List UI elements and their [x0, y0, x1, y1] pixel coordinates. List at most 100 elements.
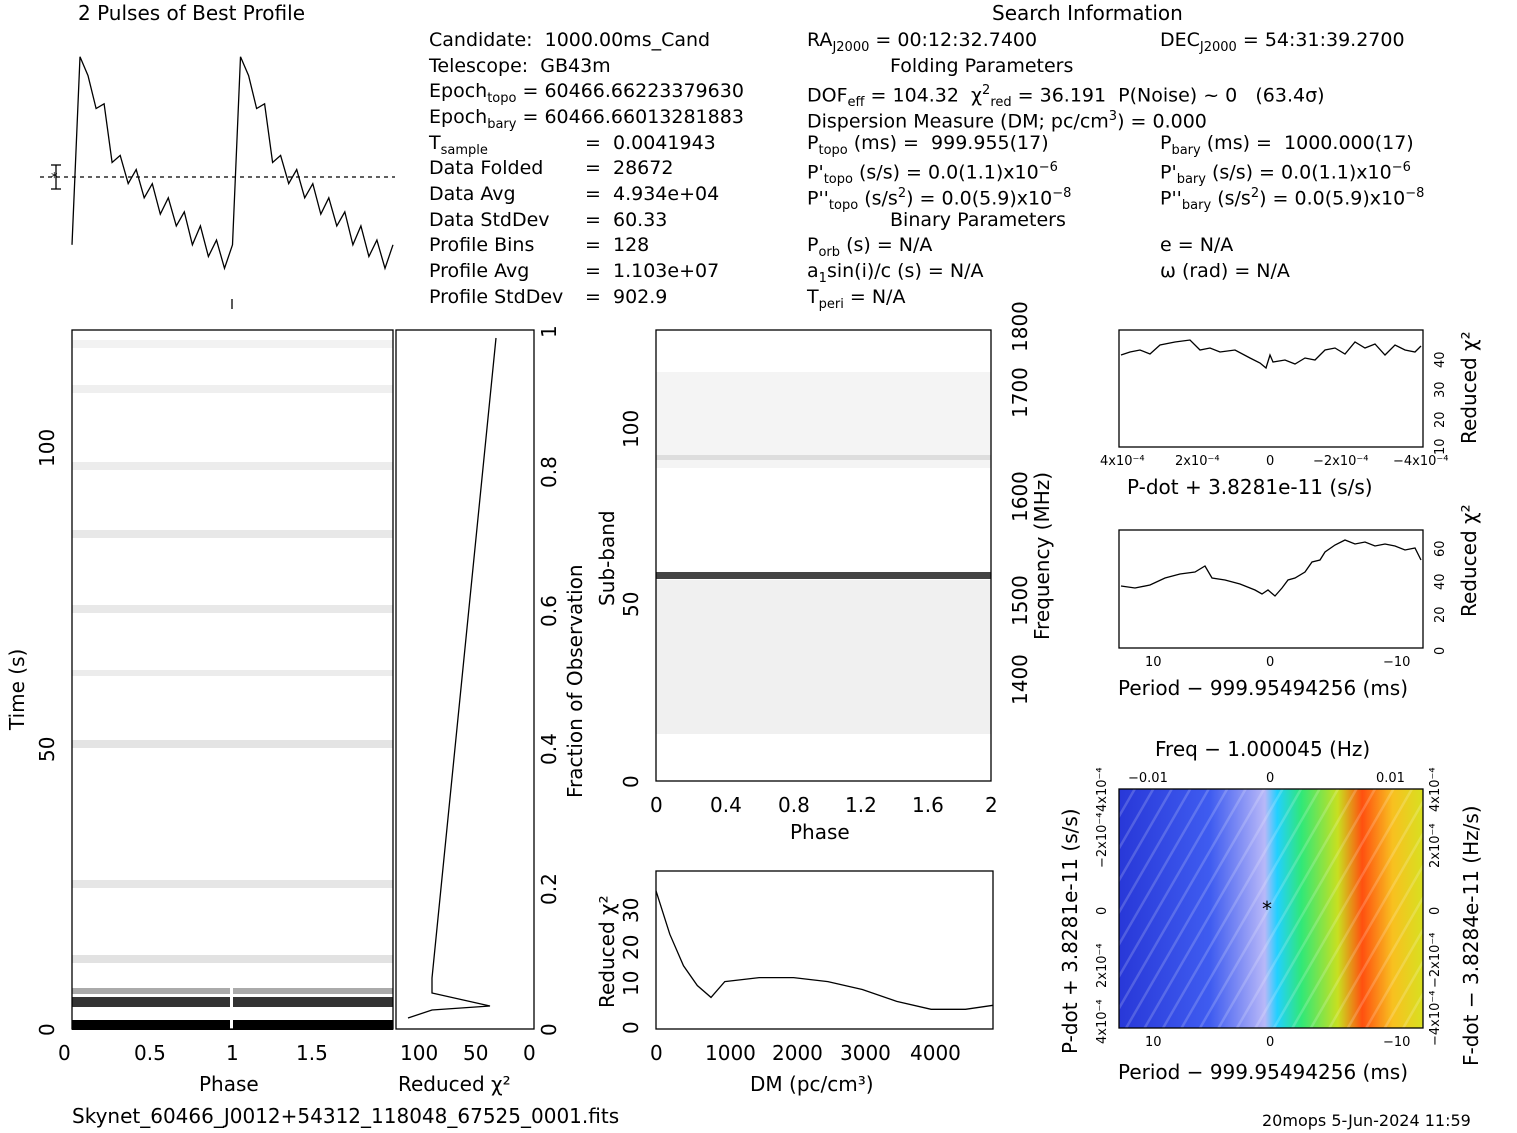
- cf-ytick-02: 0.2: [537, 873, 561, 905]
- tp-ytick-0: 0: [35, 1023, 59, 1036]
- dm-ytick-0: 0: [619, 1021, 643, 1034]
- sb-y2tick-1400: 1400: [1008, 654, 1032, 705]
- pdot-xtick-4: −4x10⁻⁴: [1393, 454, 1448, 469]
- ppdot-title: Freq − 1.000045 (Hz): [1155, 737, 1370, 761]
- profile-title: 2 Pulses of Best Profile: [78, 1, 305, 25]
- dm-ytick-10: 10: [619, 971, 643, 996]
- pdot-xtick-3: −2x10⁻⁴: [1313, 454, 1368, 469]
- pdot-xlabel: P-dot + 3.8281e-11 (s/s): [1127, 475, 1373, 499]
- ppdot-toptick-2: 0.01: [1376, 771, 1405, 786]
- info-tperi: Tperi = N/A: [807, 286, 906, 312]
- ppdot-xtick-m10: −10: [1383, 1035, 1410, 1050]
- info-ptopo: Ptopo (ms) = 999.955(17): [807, 132, 1049, 158]
- sb-xtick-0: 0: [650, 793, 663, 817]
- ppdot-y2tick-3: 2x10⁻⁴: [1428, 823, 1443, 868]
- subband-line-mid: [656, 572, 991, 579]
- info-dec: DECJ2000 = 54:31:39.2700: [1160, 29, 1405, 55]
- ppdot-best-marker: *: [1262, 897, 1272, 921]
- period-plot: 10 0 −10 Period − 999.95494256 (ms) 0 20…: [1118, 504, 1481, 700]
- sb-y2tick-1800: 1800: [1008, 301, 1032, 352]
- info-tsample-val: = 0.0041943: [585, 132, 716, 154]
- period-ylabel: Reduced χ²: [1457, 504, 1481, 617]
- info-data-folded: Data Folded: [429, 157, 544, 179]
- cf-ytick-0: 0: [537, 1023, 561, 1036]
- tp-ytick-100: 100: [35, 429, 59, 467]
- dm-ytick-30: 30: [619, 898, 643, 923]
- info-pbary: Pbary (ms) = 1000.000(17): [1160, 132, 1414, 158]
- sb-xlabel: Phase: [790, 820, 850, 844]
- info-folding-title: Folding Parameters: [890, 55, 1074, 77]
- subband-line-upper: [656, 455, 991, 460]
- subband-heatmap: [656, 372, 991, 734]
- info-profile-avg-val: = 1.103e+07: [585, 260, 720, 282]
- sb-ylabel: Sub-band: [595, 510, 619, 606]
- ppdot-xtick-10: 10: [1145, 1035, 1162, 1050]
- info-data-stddev: Data StdDev: [429, 209, 550, 231]
- pdot-ytick-10: 10: [1433, 438, 1448, 455]
- profile-errorbar-star: *: [51, 171, 58, 186]
- chi2-fraction-frame: [395, 329, 535, 1030]
- tp-xlabel: Phase: [199, 1072, 259, 1096]
- pdot-ytick-30: 30: [1433, 381, 1448, 398]
- dm-ytick-20: 20: [619, 935, 643, 960]
- info-dm: Dispersion Measure (DM; pc/cm3) = 0.000: [807, 109, 1207, 133]
- time-phase-row-5: [72, 740, 393, 748]
- info-pdot-bary: P'bary (s/s) = 0.0(1.1)x10−6: [1160, 160, 1411, 188]
- subband-block-lower: [656, 580, 991, 734]
- cf-ytick-06: 0.6: [537, 595, 561, 627]
- cf-ytick-08: 0.8: [537, 456, 561, 488]
- tp-xtick-2: 1: [226, 1041, 239, 1065]
- time-phase-row-3: [72, 955, 393, 963]
- sb-y2tick-1600: 1600: [1008, 471, 1032, 522]
- period-xtick-0: 0: [1266, 655, 1274, 670]
- cf-ytick-04: 0.4: [537, 733, 561, 765]
- pdot-plot: 4x10⁻⁴ 2x10⁻⁴ 0 −2x10⁻⁴ −4x10⁻⁴ P-dot + …: [1100, 329, 1481, 499]
- pdot-line: [1120, 339, 1422, 370]
- sb-ytick-0: 0: [619, 775, 643, 788]
- time-phase-plot: 0 0.5 1 1.5 Phase 0 50 100 Time (s): [5, 329, 394, 1096]
- ppdot-y2tick-4: 4x10⁻⁴: [1428, 767, 1443, 812]
- tp-xtick-0: 0: [58, 1041, 71, 1065]
- filename: Skynet_60466_J0012+54312_118048_67525_00…: [72, 1104, 620, 1128]
- sb-xtick-12: 1.2: [845, 793, 877, 817]
- sb-y2label: Frequency (MHz): [1030, 472, 1054, 640]
- ppdot-toptick-1: 0: [1266, 771, 1274, 786]
- sb-xtick-04: 0.4: [710, 793, 742, 817]
- subband-phase-plot: 0 0.4 0.8 1.2 1.6 2 Phase 0 50 100 Sub-b…: [595, 301, 1054, 844]
- time-phase-row-9: [72, 462, 393, 470]
- time-phase-row-7: [72, 605, 393, 613]
- sb-ytick-50: 50: [619, 592, 643, 617]
- sb-y2tick-1500: 1500: [1008, 575, 1032, 626]
- time-phase-row-11: [72, 340, 393, 348]
- period-frame: [1118, 529, 1424, 649]
- footer-stamp: 20mops 5-Jun-2024 11:59: [1262, 1111, 1471, 1130]
- period-ytick-60: 60: [1433, 540, 1448, 557]
- chi2-fraction-plot: 100 50 0 Reduced χ² 0 0.2 0.4 0.6 0.8 1 …: [395, 325, 587, 1096]
- info-data-stddev-val: = 60.33: [585, 209, 668, 231]
- dm-xtick-1000: 1000: [705, 1041, 756, 1065]
- ppdot-ytick-2: 0: [1095, 907, 1110, 915]
- pdot-ytick-40: 40: [1433, 351, 1448, 368]
- ppdot-texture: [1119, 789, 1423, 1028]
- pdot-ytick-20: 20: [1433, 411, 1448, 428]
- cf-xlabel: Reduced χ²: [398, 1072, 511, 1096]
- profile-line: [71, 56, 394, 271]
- sb-ytick-100: 100: [619, 410, 643, 448]
- ppdot-y2label: F-dot − 3.8284e-11 (Hz/s): [1459, 805, 1483, 1066]
- dm-xtick-4000: 4000: [910, 1041, 961, 1065]
- info-tsample: Tsample: [429, 132, 488, 158]
- dm-plot: 0 1000 2000 3000 4000 DM (pc/cm³) 0 10 2…: [595, 870, 994, 1096]
- ppdot-ytick-3: −2x10⁻⁴: [1095, 813, 1110, 868]
- info-profile-bins-val: = 128: [585, 234, 650, 256]
- search-info-title: Search Information: [992, 1, 1183, 25]
- dm-frame: [655, 870, 994, 1030]
- info-epoch-topo: Epochtopo = 60466.66223379630: [429, 80, 744, 106]
- info-profile-stddev: Profile StdDev: [429, 286, 564, 308]
- info-pddot-topo: P''topo (s/s2) = 0.0(5.9)x10−8: [807, 186, 1072, 214]
- info-telescope: Telescope: GB43m: [429, 55, 611, 77]
- cf-xtick-100: 100: [400, 1041, 438, 1065]
- info-data-avg: Data Avg: [429, 183, 516, 205]
- pdot-frame: [1118, 329, 1424, 448]
- info-dof: DOFeff = 104.32 χ2red = 36.191 P(Noise) …: [807, 83, 1325, 111]
- info-pdot-topo: P'topo (s/s) = 0.0(1.1)x10−6: [807, 160, 1058, 188]
